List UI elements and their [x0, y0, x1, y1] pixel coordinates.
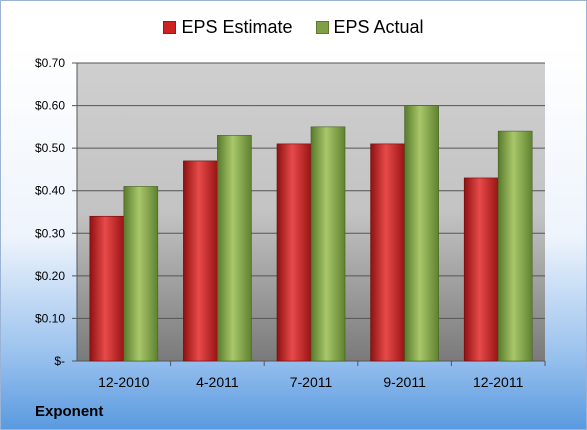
legend-item-actual: EPS Actual: [315, 17, 424, 38]
legend-item-estimate: EPS Estimate: [163, 17, 292, 38]
bar-actual: [217, 135, 252, 362]
y-tick-label: $0.50: [35, 141, 65, 155]
x-tick-label: 4-2011: [196, 374, 239, 390]
y-tick-label: $0.60: [35, 99, 65, 113]
legend-swatch-estimate: [163, 21, 177, 34]
bar-estimate: [463, 177, 499, 362]
bar-estimate: [183, 160, 218, 362]
legend-label-actual: EPS Actual: [333, 17, 424, 37]
legend: EPS Estimate EPS Actual: [1, 17, 586, 39]
x-tick-label: 12-2011: [473, 374, 524, 390]
y-tick-label: $0.70: [35, 56, 65, 70]
y-tick-label: $-: [54, 354, 65, 368]
bar-estimate: [89, 215, 125, 362]
legend-label-estimate: EPS Estimate: [181, 17, 293, 37]
y-tick-label: $0.10: [35, 311, 65, 325]
bar-actual: [497, 130, 533, 362]
x-tick-label: 9-2011: [383, 374, 426, 390]
y-tick-label: $0.20: [35, 269, 65, 283]
bar-actual: [404, 105, 439, 362]
y-tick-label: $0.40: [35, 184, 65, 198]
company-name: Exponent: [35, 403, 104, 420]
bar-actual: [310, 126, 346, 362]
bar-estimate: [276, 143, 312, 362]
bar-actual: [123, 186, 159, 362]
bar-estimate: [370, 143, 405, 362]
x-tick-label: 7-2011: [290, 374, 333, 390]
chart-svg: $- $0.10 $0.20 $0.30 $0.40 $0.50 $0.60 $0.70 12-…: [35, 56, 546, 390]
y-tick-label: $0.30: [35, 226, 65, 240]
x-tick-label: 12-2010: [98, 374, 150, 390]
legend-swatch-actual: [315, 21, 329, 34]
